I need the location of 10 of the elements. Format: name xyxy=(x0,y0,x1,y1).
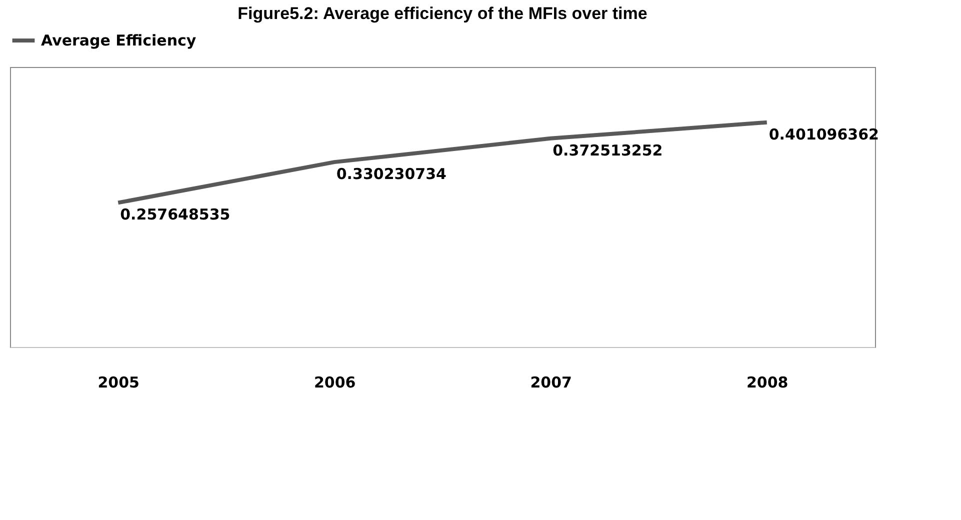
legend-label: Average Efficiency xyxy=(41,32,196,50)
data-label: 0.372513252 xyxy=(552,141,663,160)
x-tick-label: 2008 xyxy=(746,374,788,392)
x-tick-label: 2005 xyxy=(98,374,140,392)
data-label: 0.330230734 xyxy=(336,165,446,184)
x-tick-label: 2006 xyxy=(314,374,356,392)
data-label: 0.257648535 xyxy=(120,206,230,224)
data-label: 0.401096362 xyxy=(768,125,879,144)
chart-title: Figure5.2: Average efficiency of the MFIs over time xyxy=(238,4,648,23)
x-tick-label: 2007 xyxy=(530,374,572,392)
